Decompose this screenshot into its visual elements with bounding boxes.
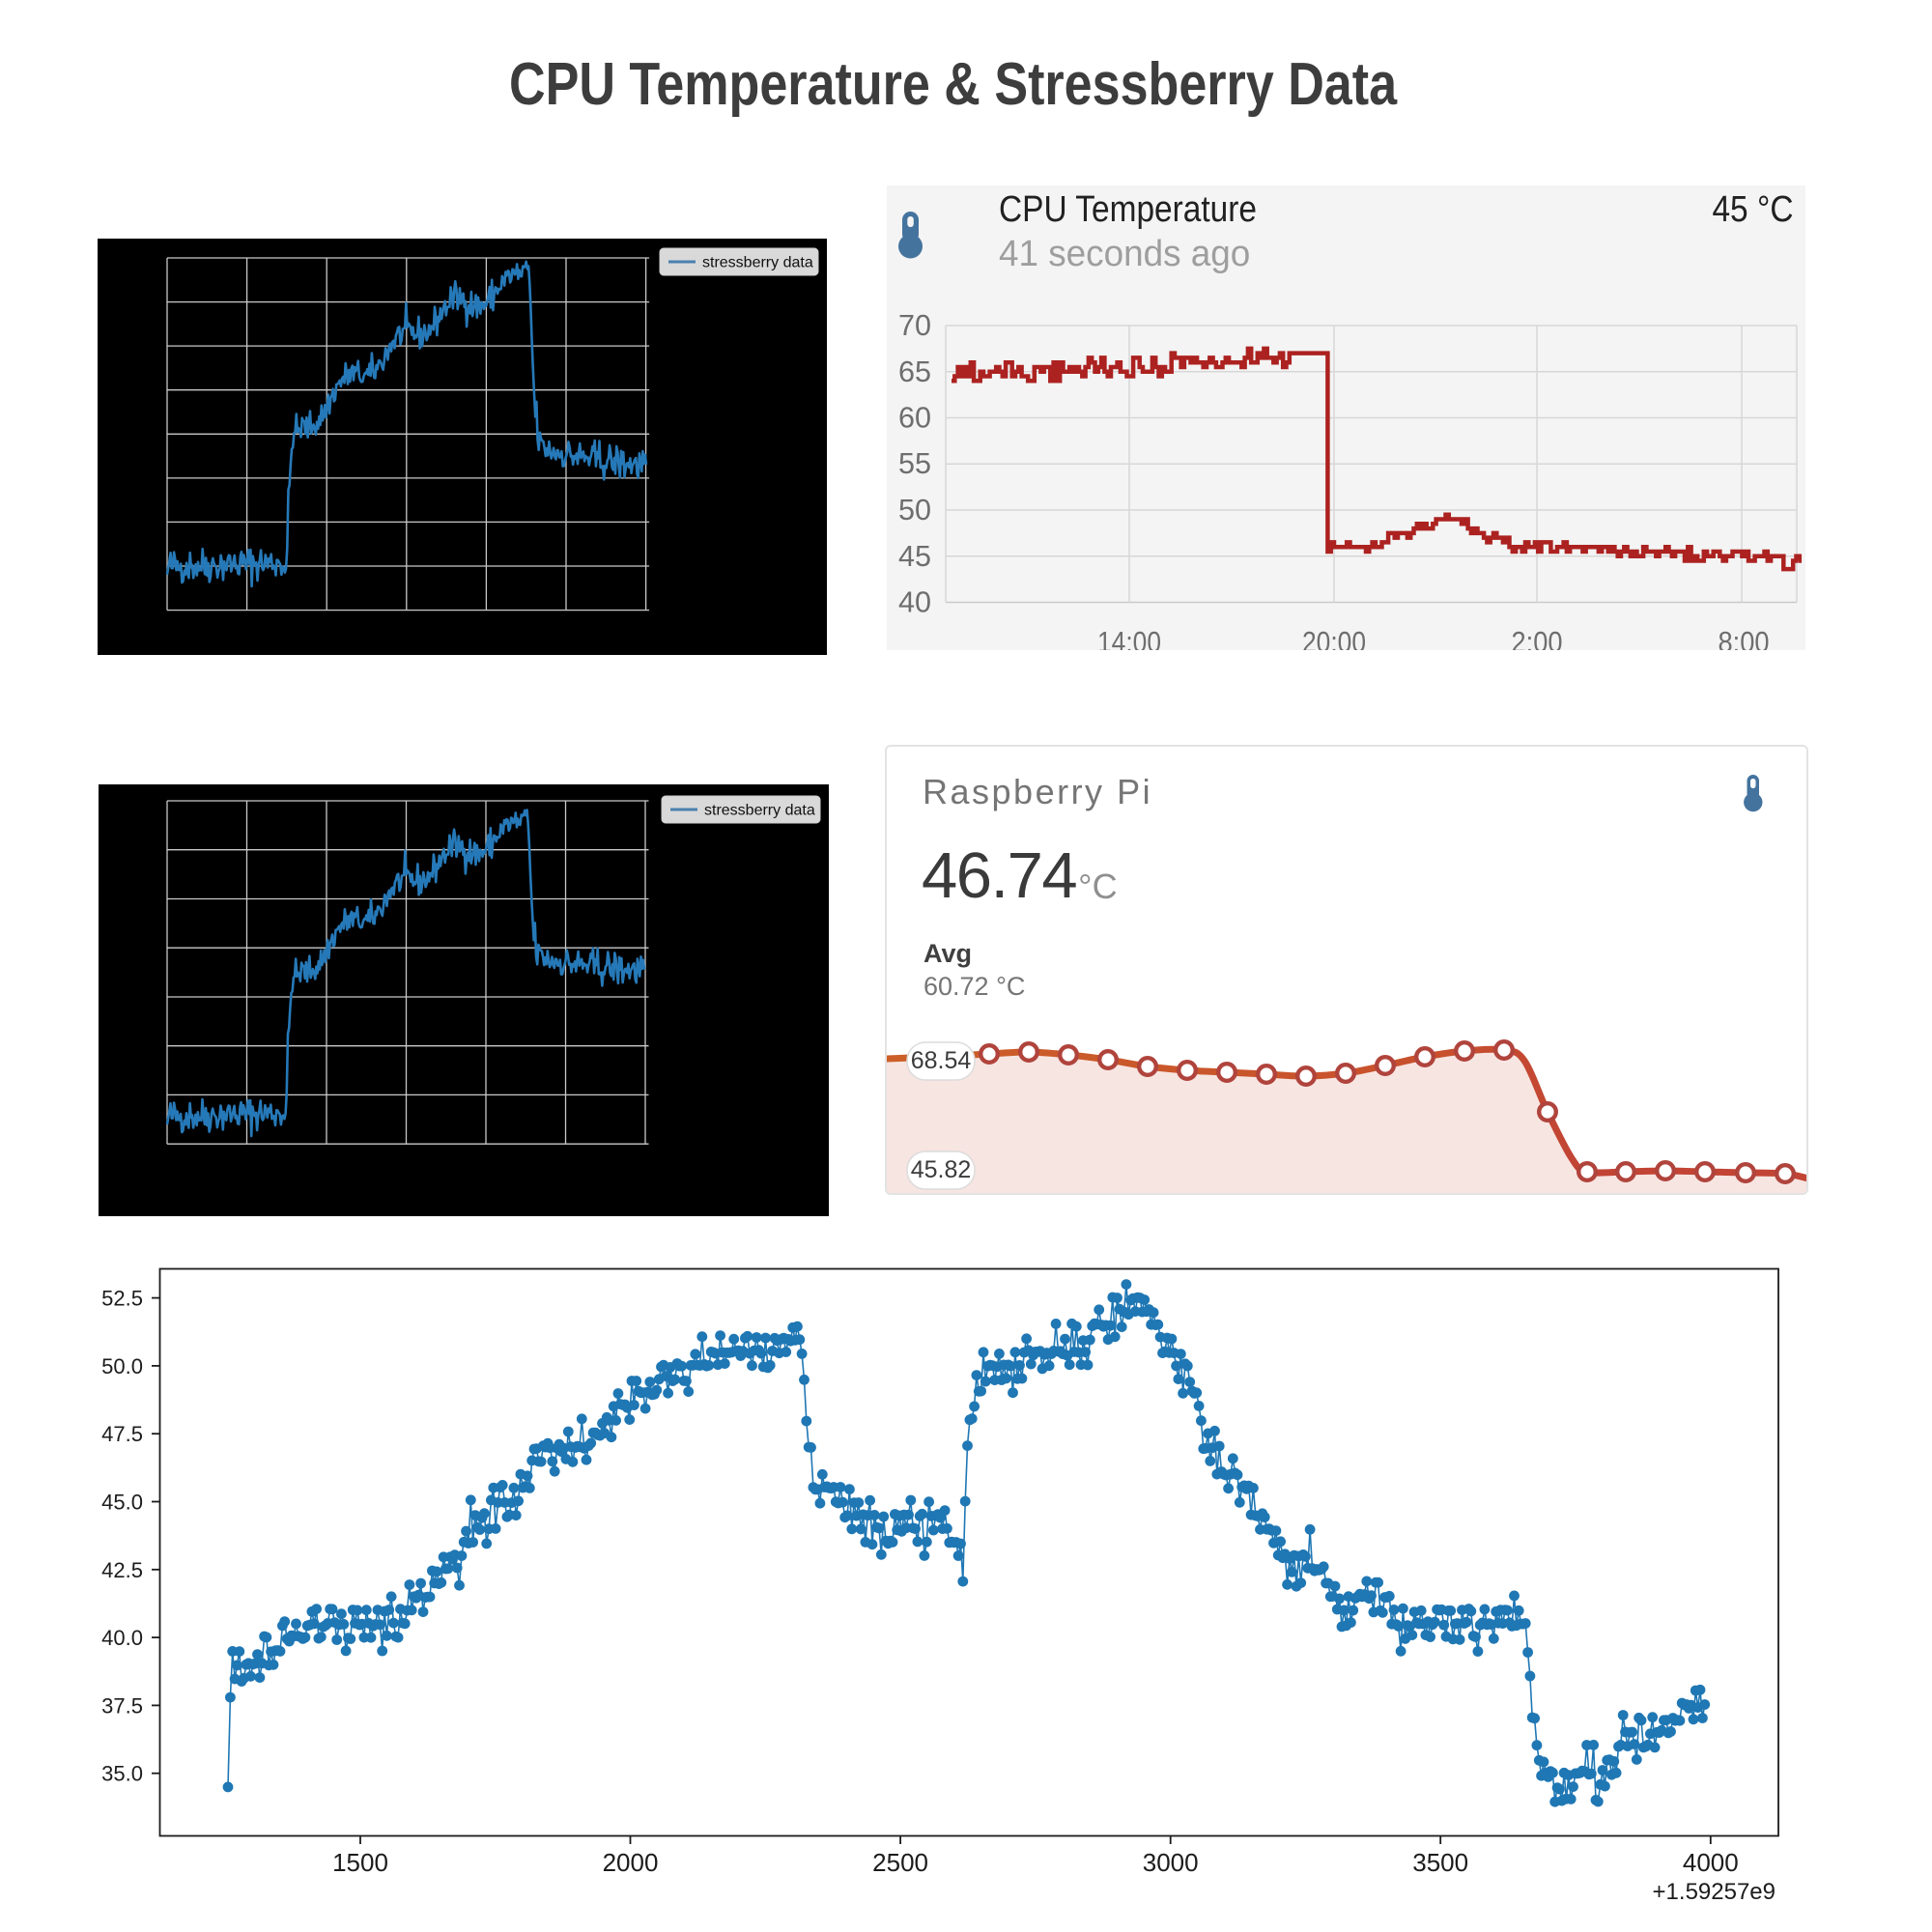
svg-text:42.5: 42.5 <box>101 1558 143 1582</box>
svg-text:stressberry data: stressberry data <box>704 803 815 819</box>
svg-text:+1.59257e9: +1.59257e9 <box>1653 1879 1776 1905</box>
svg-text:8:00: 8:00 <box>1719 625 1770 650</box>
svg-text:70: 70 <box>898 308 931 342</box>
svg-text:65: 65 <box>898 355 931 388</box>
svg-text:stressberry data: stressberry data <box>702 255 813 271</box>
svg-text:2:00: 2:00 <box>1512 625 1563 650</box>
svg-text:35.0: 35.0 <box>101 1762 143 1786</box>
svg-text:3000: 3000 <box>1143 1848 1199 1877</box>
svg-text:40.0: 40.0 <box>101 1626 143 1650</box>
svg-text:45.82: 45.82 <box>911 1156 972 1183</box>
svg-text:14:00: 14:00 <box>1097 625 1161 650</box>
svg-text:52.5: 52.5 <box>101 1287 143 1311</box>
svg-text:1500: 1500 <box>332 1848 388 1877</box>
svg-text:55: 55 <box>898 446 931 480</box>
svg-text:45.0: 45.0 <box>101 1491 143 1515</box>
svg-text:45: 45 <box>898 539 931 573</box>
svg-text:2000: 2000 <box>603 1848 659 1877</box>
svg-text:50.0: 50.0 <box>101 1354 143 1378</box>
svg-text:37.5: 37.5 <box>101 1693 143 1718</box>
svg-text:20:00: 20:00 <box>1302 625 1366 650</box>
svg-text:4000: 4000 <box>1683 1848 1739 1877</box>
svg-text:68.54: 68.54 <box>911 1047 972 1074</box>
svg-text:3500: 3500 <box>1412 1848 1468 1877</box>
svg-text:47.5: 47.5 <box>101 1422 143 1446</box>
svg-text:60: 60 <box>898 401 931 435</box>
svg-text:50: 50 <box>898 493 931 526</box>
svg-text:2500: 2500 <box>872 1848 928 1877</box>
svg-text:40: 40 <box>898 585 931 619</box>
